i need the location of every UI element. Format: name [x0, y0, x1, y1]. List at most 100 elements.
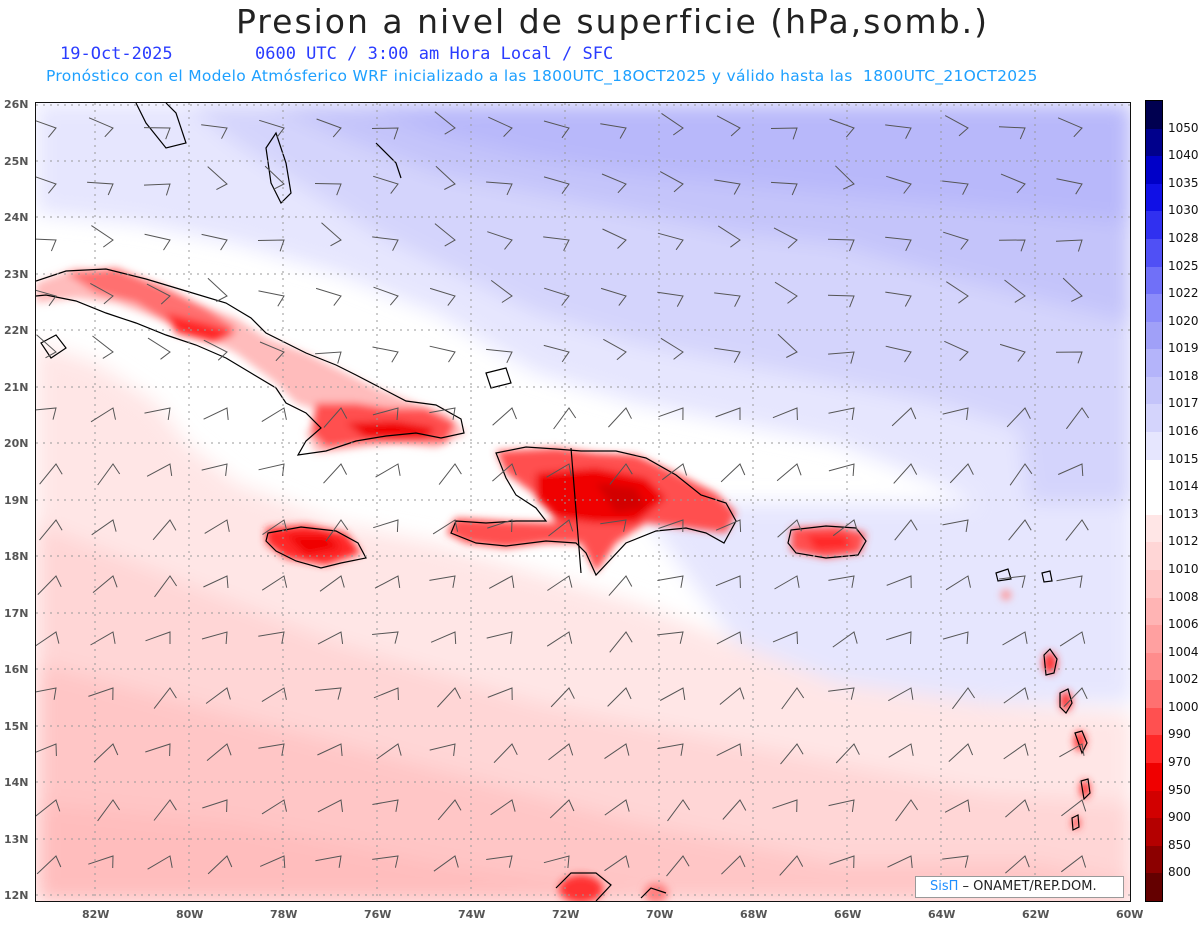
- wind-barb: [828, 575, 855, 588]
- wind-barb: [92, 335, 114, 359]
- wind-barb: [486, 181, 513, 196]
- wind-barb: [204, 519, 230, 534]
- wind-barb: [719, 687, 745, 705]
- wind-barb: [1056, 575, 1083, 588]
- wind-barb: [946, 281, 969, 304]
- wind-barb: [773, 227, 798, 249]
- wind-barb: [891, 407, 917, 427]
- wind-barb: [885, 124, 912, 139]
- wind-barb: [1003, 743, 1029, 760]
- wind-barb: [317, 631, 344, 645]
- wind-barb: [146, 463, 173, 477]
- wind-barb: [1059, 743, 1085, 758]
- wind-barb: [601, 173, 627, 194]
- wind-barb: [716, 743, 742, 757]
- longitude-label: 74W: [458, 908, 486, 921]
- longitude-label: 68W: [740, 908, 768, 921]
- wind-barb: [259, 341, 285, 362]
- wind-barb: [258, 743, 285, 756]
- wind-barb: [488, 575, 515, 589]
- pressure-colorbar: [1145, 100, 1163, 902]
- wind-barb: [1060, 855, 1087, 873]
- wind-barb: [714, 347, 741, 363]
- wind-barb: [716, 631, 742, 645]
- wind-barb: [492, 463, 517, 482]
- colorbar-level-label: 1008: [1168, 589, 1199, 604]
- wind-barb: [433, 855, 459, 872]
- wind-barb: [486, 855, 513, 868]
- wind-barb: [1005, 799, 1030, 818]
- wind-barb: [205, 687, 231, 704]
- wind-barb: [546, 463, 572, 478]
- colorbar-segment: [1146, 735, 1162, 764]
- latitude-label: 12N: [4, 889, 29, 902]
- wind-barb: [770, 127, 798, 140]
- map-panel: [35, 102, 1131, 902]
- longitude-label: 62W: [1022, 908, 1050, 921]
- wind-barb: [1055, 239, 1083, 252]
- wind-barb: [317, 799, 343, 813]
- wind-barb: [1002, 631, 1028, 646]
- wind-barb: [372, 236, 399, 251]
- wind-barb: [90, 631, 116, 646]
- colorbar-level-label: 1010: [1168, 561, 1199, 576]
- wind-barb: [437, 799, 462, 821]
- wind-barb: [87, 181, 114, 196]
- colorbar-level-label: 1006: [1168, 617, 1199, 632]
- wind-barb: [666, 855, 690, 877]
- wind-barb: [202, 799, 228, 813]
- wind-barb: [1008, 519, 1032, 541]
- wind-barb: [36, 743, 57, 757]
- wind-barb: [780, 743, 804, 765]
- wind-barb: [39, 463, 63, 485]
- wind-barb: [490, 799, 516, 816]
- longitude-label: 70W: [646, 908, 674, 921]
- wind-barb: [942, 631, 969, 645]
- credit-box: SisΠ – ONAMET/REP.DOM.: [915, 876, 1124, 898]
- wind-barb: [203, 575, 229, 589]
- wind-barb: [1066, 407, 1090, 430]
- wind-barb: [432, 519, 459, 535]
- colorbar-level-label: 1017: [1168, 396, 1199, 411]
- wind-barb: [827, 294, 855, 308]
- wind-barb: [720, 463, 746, 483]
- colorbar-segment: [1146, 790, 1162, 819]
- wind-barb: [429, 345, 456, 363]
- wind-barb: [486, 631, 513, 644]
- wind-barb: [828, 687, 855, 700]
- wind-barb: [90, 282, 114, 305]
- wind-barb: [604, 799, 630, 816]
- latitude-label: 14N: [4, 776, 29, 789]
- wind-barb: [88, 855, 114, 869]
- wind-barb: [435, 165, 456, 190]
- latitude-label: 17N: [4, 606, 29, 620]
- wind-barb: [1055, 351, 1083, 364]
- colorbar-level-label: 1015: [1168, 451, 1199, 466]
- colorbar-level-label: 1016: [1168, 424, 1199, 439]
- wind-barb: [1062, 277, 1083, 302]
- wind-barb: [722, 799, 747, 820]
- colorbar-level-label: 1030: [1168, 203, 1199, 218]
- wind-barb: [828, 463, 855, 477]
- wind-barb: [776, 463, 802, 482]
- colorbar-level-label: 1000: [1168, 699, 1199, 714]
- wind-barb: [828, 799, 855, 812]
- colorbar-level-label: 1004: [1168, 644, 1199, 659]
- longitude-label: 78W: [270, 908, 298, 921]
- wind-barb: [438, 463, 462, 485]
- colorbar-segment: [1146, 349, 1162, 378]
- wind-barb: [657, 743, 684, 756]
- wind-barb: [659, 171, 684, 193]
- wind-barb: [657, 631, 684, 644]
- valid-date: 19-Oct-2025: [60, 44, 173, 64]
- wind-barb: [152, 519, 177, 541]
- wind-barb: [828, 351, 855, 364]
- wind-barb: [373, 175, 399, 194]
- wind-barb: [207, 277, 228, 302]
- wind-barb: [609, 631, 633, 653]
- colorbar-level-label: 1022: [1168, 286, 1199, 301]
- colorbar-level-label: 990: [1168, 727, 1191, 742]
- longitude-label: 80W: [176, 908, 204, 921]
- wind-barb: [661, 112, 684, 136]
- wind-barb: [998, 239, 1026, 252]
